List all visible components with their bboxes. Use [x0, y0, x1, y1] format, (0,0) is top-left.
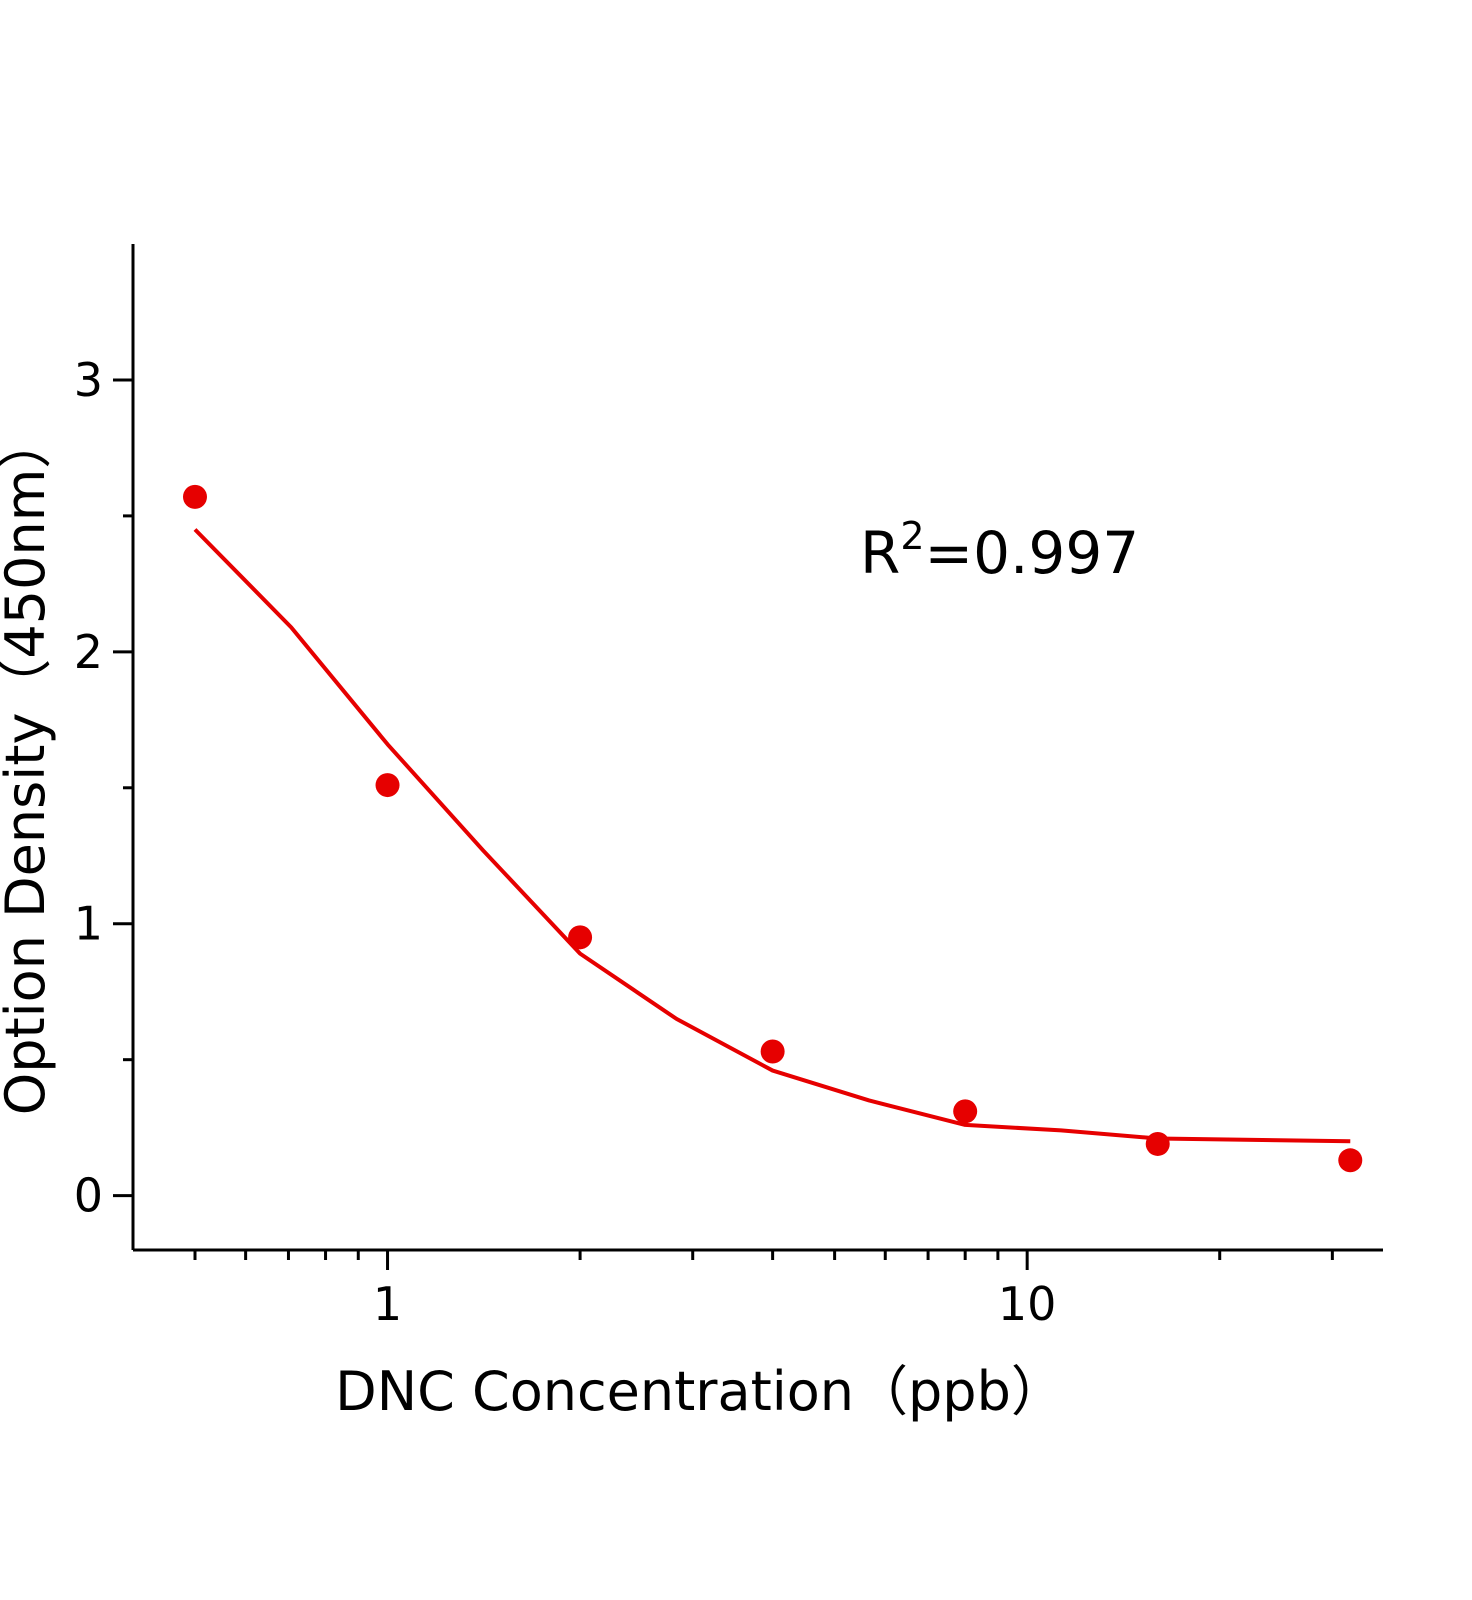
y-tick-label: 3 [74, 353, 103, 407]
data-point [568, 925, 593, 950]
annotation: R2=0.997 [860, 514, 1139, 587]
fit-curve [193, 528, 1351, 1144]
x-tick-label: 1 [373, 1277, 402, 1331]
annotation-part: =0.997 [925, 519, 1140, 587]
data-point [760, 1039, 785, 1064]
y-tick-label: 2 [74, 625, 103, 679]
data-point [1145, 1131, 1170, 1156]
data-point [375, 773, 400, 798]
data-point [953, 1099, 978, 1124]
y-tick-label: 1 [74, 897, 103, 951]
y-tick-label: 0 [74, 1169, 103, 1223]
annotation-sup: 2 [900, 514, 924, 558]
x-tick-label: 10 [998, 1277, 1057, 1331]
annotation-part: R [860, 519, 900, 587]
x-axis-title: DNC Concentration（ppb） [335, 1360, 1065, 1423]
y-axis-title: Option Density（450nm） [0, 415, 57, 1116]
data-point [182, 484, 207, 509]
data-point [1338, 1148, 1363, 1173]
